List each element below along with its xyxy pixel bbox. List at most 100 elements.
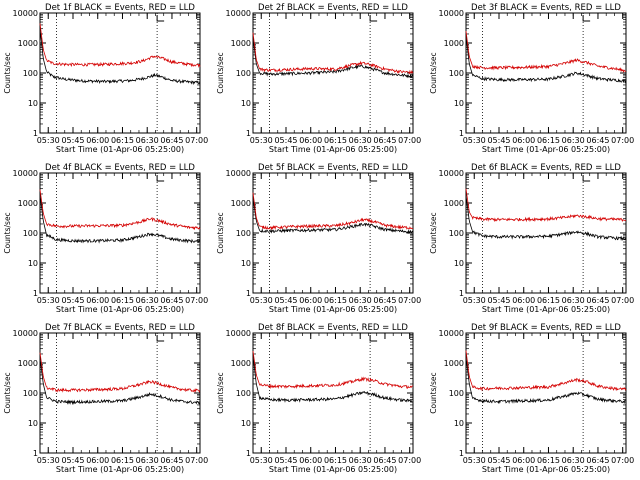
bracket-marker <box>369 15 378 22</box>
x-tick-label: 06:00 <box>86 136 109 145</box>
chart-title: Det 3f BLACK = Events, RED = LLD <box>471 3 621 13</box>
x-tick-label: 06:30 <box>136 296 159 305</box>
bracket-marker <box>369 175 378 182</box>
chart-title: Det 1f BLACK = Events, RED = LLD <box>45 3 195 13</box>
x-tick-label: 06:45 <box>160 456 183 465</box>
y-tick-label: 10000 <box>226 169 251 178</box>
y-tick-label: 10000 <box>439 329 464 338</box>
x-tick-label: 06:00 <box>86 456 109 465</box>
x-tick-label: 06:30 <box>349 136 372 145</box>
x-tick-label: 06:30 <box>349 296 372 305</box>
plot-frame <box>465 172 627 294</box>
x-tick-label: 05:30 <box>463 136 486 145</box>
x-tick-label: 07:00 <box>611 456 634 465</box>
chart-panel-9: Det 9f BLACK = Events, RED = LLD 1 10 100 10… <box>429 323 634 474</box>
x-tick-label: 07:00 <box>398 136 421 145</box>
y-axis-label: Counts/sec <box>3 372 12 413</box>
x-axis-label: Start Time (01-Apr-06 05:25:00) <box>269 305 397 314</box>
chart-title: Det 5f BLACK = Events, RED = LLD <box>258 163 408 173</box>
plot-frame <box>465 12 627 134</box>
y-tick-label: 10000 <box>439 169 464 178</box>
events-series-line <box>252 355 414 403</box>
x-tick-label: 07:00 <box>185 456 208 465</box>
lld-series-line <box>39 189 201 231</box>
chart-title: Det 8f BLACK = Events, RED = LLD <box>258 323 408 333</box>
bracket-marker <box>582 15 591 22</box>
x-tick-label: 06:45 <box>586 296 609 305</box>
x-tick-label: 06:15 <box>111 136 134 145</box>
events-series-line <box>465 35 627 84</box>
y-tick-label: 100 <box>236 389 251 398</box>
y-tick-label: 1 <box>33 449 38 458</box>
y-axis-label: Counts/sec <box>3 212 12 253</box>
x-axis-label: Start Time (01-Apr-06 05:25:00) <box>56 465 184 474</box>
x-tick-label: 06:00 <box>299 456 322 465</box>
chart-title: Det 6f BLACK = Events, RED = LLD <box>471 163 621 173</box>
x-tick-label: 07:00 <box>185 296 208 305</box>
x-tick-label: 06:30 <box>136 136 159 145</box>
x-tick-label: 05:45 <box>274 136 297 145</box>
y-tick-label: 100 <box>236 69 251 78</box>
lld-series-line <box>465 350 627 392</box>
x-tick-label: 05:45 <box>274 456 297 465</box>
plot-frame <box>39 172 201 294</box>
chart-panel-6: Det 6f BLACK = Events, RED = LLD 1 10 100 10… <box>429 163 634 314</box>
x-tick-label: 06:00 <box>512 296 535 305</box>
y-axis-label: Counts/sec <box>3 52 12 93</box>
events-series-line <box>252 37 414 79</box>
x-tick-label: 06:00 <box>512 456 535 465</box>
y-tick-label: 1 <box>459 289 464 298</box>
x-axis-label: Start Time (01-Apr-06 05:25:00) <box>269 465 397 474</box>
x-tick-label: 06:45 <box>586 456 609 465</box>
y-tick-label: 100 <box>236 229 251 238</box>
bracket-marker <box>156 15 165 22</box>
x-axis-label: Start Time (01-Apr-06 05:25:00) <box>482 145 610 154</box>
x-tick-label: 07:00 <box>185 136 208 145</box>
plot-frame <box>39 12 201 134</box>
chart-panel-3: Det 3f BLACK = Events, RED = LLD 1 10 100 10… <box>429 3 634 154</box>
x-axis-label: Start Time (01-Apr-06 05:25:00) <box>56 305 184 314</box>
x-tick-label: 05:30 <box>250 136 273 145</box>
x-tick-label: 06:15 <box>324 456 347 465</box>
y-tick-label: 100 <box>449 229 464 238</box>
x-tick-label: 05:45 <box>487 456 510 465</box>
chart-panel-5: Det 5f BLACK = Events, RED = LLD 1 10 100 10… <box>216 163 421 314</box>
y-tick-label: 1000 <box>444 39 464 48</box>
chart-panel-8: Det 8f BLACK = Events, RED = LLD 1 10 100 10… <box>216 323 421 474</box>
x-tick-label: 07:00 <box>611 136 634 145</box>
x-axis-label: Start Time (01-Apr-06 05:25:00) <box>269 145 397 154</box>
x-tick-label: 06:45 <box>160 136 183 145</box>
x-tick-label: 06:00 <box>86 296 109 305</box>
x-tick-label: 06:30 <box>349 456 372 465</box>
x-tick-label: 05:30 <box>250 296 273 305</box>
x-tick-label: 05:45 <box>487 296 510 305</box>
plot-frame <box>465 332 627 454</box>
y-tick-label: 10 <box>241 419 251 428</box>
x-tick-label: 06:45 <box>373 296 396 305</box>
lld-series-line <box>252 32 414 75</box>
x-tick-label: 05:30 <box>463 296 486 305</box>
x-tick-label: 05:30 <box>37 136 60 145</box>
x-tick-label: 07:00 <box>398 456 421 465</box>
y-tick-label: 1000 <box>18 199 38 208</box>
x-tick-label: 06:00 <box>299 296 322 305</box>
y-tick-label: 10000 <box>13 329 38 338</box>
lld-series-line <box>465 188 627 223</box>
x-tick-label: 06:45 <box>373 136 396 145</box>
y-tick-label: 10 <box>454 99 464 108</box>
y-tick-label: 1 <box>246 449 251 458</box>
x-tick-label: 06:45 <box>160 296 183 305</box>
x-tick-label: 06:15 <box>324 296 347 305</box>
x-axis-label: Start Time (01-Apr-06 05:25:00) <box>56 145 184 154</box>
y-tick-label: 10000 <box>13 169 38 178</box>
y-tick-label: 10 <box>241 259 251 268</box>
chart-panel-7: Det 7f BLACK = Events, RED = LLD 1 10 100 10… <box>3 323 208 474</box>
x-tick-label: 06:30 <box>562 296 585 305</box>
x-tick-label: 06:00 <box>512 136 535 145</box>
y-tick-label: 10 <box>241 99 251 108</box>
y-tick-label: 100 <box>23 69 38 78</box>
y-axis-label: Counts/sec <box>216 372 225 413</box>
x-tick-label: 06:15 <box>111 456 134 465</box>
y-tick-label: 10000 <box>439 9 464 18</box>
y-tick-label: 10 <box>28 419 38 428</box>
